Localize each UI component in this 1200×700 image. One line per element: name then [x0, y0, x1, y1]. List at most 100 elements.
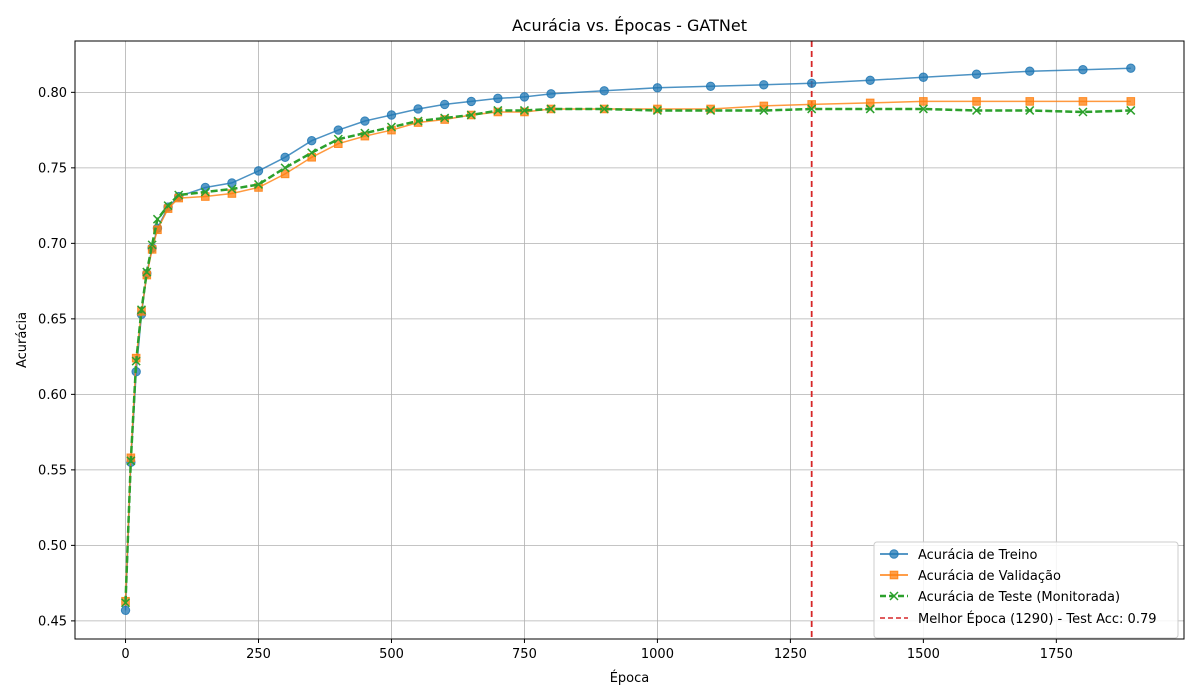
point-train [280, 152, 290, 162]
legend-item-validation: Acurácia de Validação [880, 569, 1061, 584]
point-validation [706, 104, 715, 114]
point-test [972, 105, 982, 115]
legend-train-marker [889, 549, 899, 559]
point-test [131, 356, 141, 366]
point-train [333, 125, 343, 135]
x-tick-label: 0 [121, 647, 129, 662]
point-test [126, 456, 136, 466]
point-test [227, 184, 237, 194]
point-test [413, 116, 423, 126]
point-train [306, 135, 317, 146]
series-line-test [124, 107, 1131, 603]
y-tick-label: 0.80 [38, 86, 67, 101]
point-validation [493, 107, 503, 117]
chart-title: Acurácia vs. Épocas - GATNet [512, 16, 747, 35]
point-train [439, 99, 450, 110]
point-train [652, 83, 663, 93]
point-test [174, 190, 184, 200]
ticks: 0 250 500 750 1000 1250 1500 1750 0.45 0.50 0.55 0.… [38, 86, 1073, 662]
point-train [705, 81, 716, 92]
y-tick-label: 0.45 [38, 614, 67, 629]
legend-label-test: Acurácia de Teste (Monitorada) [918, 590, 1120, 605]
point-train [1126, 63, 1136, 73]
point-train [546, 89, 556, 99]
legend-marker-test [889, 591, 899, 601]
point-validation [653, 104, 662, 114]
x-tick-label: 500 [379, 647, 404, 662]
x-tick-label: 1000 [641, 647, 674, 662]
x-tick-label: 1500 [907, 647, 940, 662]
point-train [413, 104, 423, 114]
legend-item-test: Acurácia de Teste (Monitorada) [880, 590, 1120, 605]
point-validation [1126, 97, 1136, 106]
point-test [519, 105, 529, 115]
legend: Acurácia de Treino Acurácia de Validação… [873, 541, 1179, 639]
point-test [807, 104, 817, 114]
point-test [333, 134, 343, 144]
x-axis-label: Época [610, 670, 650, 686]
point-validation [153, 225, 162, 235]
point-test [440, 113, 450, 123]
legend-marker-validation [889, 570, 899, 580]
point-train [599, 86, 609, 96]
point-test [759, 105, 769, 115]
y-tick-label: 0.50 [38, 539, 67, 554]
point-train [1078, 64, 1088, 75]
legend-marker-train [889, 549, 899, 559]
point-train [253, 166, 264, 176]
point-train [918, 72, 929, 82]
point-test [599, 104, 609, 114]
point-test [865, 104, 875, 114]
point-test [1078, 107, 1088, 117]
point-test [142, 267, 152, 277]
plot-frame [74, 40, 1185, 640]
point-test [1126, 105, 1136, 115]
point-train [519, 92, 530, 102]
point-train [759, 80, 769, 90]
point-train [360, 116, 370, 126]
point-train [120, 605, 131, 616]
legend-item-best-epoch: Melhor Época (1290) - Test Acc: 0.79 [880, 611, 1157, 627]
y-tick-label: 0.60 [38, 388, 67, 403]
point-test [280, 163, 290, 173]
point-train [466, 96, 476, 107]
legend-validation-marker [889, 570, 899, 580]
point-train [200, 182, 211, 193]
point-validation [413, 118, 423, 127]
point-train [493, 93, 503, 104]
x-tick-label: 1750 [1040, 647, 1073, 662]
point-test [200, 187, 210, 197]
point-test [120, 598, 131, 608]
y-axis-label: Acurácia [15, 312, 30, 368]
series-test [120, 104, 1136, 608]
point-validation [520, 107, 529, 117]
point-train [806, 78, 817, 88]
series-line-validation [124, 100, 1131, 602]
point-validation [919, 97, 928, 106]
y-tick-label: 0.75 [38, 161, 67, 176]
point-test [493, 105, 503, 115]
x-tick-label: 750 [512, 647, 537, 662]
point-test [147, 240, 157, 250]
y-tick-label: 0.70 [38, 237, 67, 252]
point-test [152, 214, 162, 224]
point-test [918, 104, 928, 114]
legend-label-best-epoch: Melhor Época (1290) - Test Acc: 0.79 [918, 611, 1157, 627]
point-train [386, 110, 397, 120]
x-tick-label: 1250 [774, 647, 807, 662]
point-test [706, 105, 716, 115]
y-tick-label: 0.55 [38, 463, 67, 478]
legend-label-train: Acurácia de Treino [918, 548, 1038, 563]
point-test [546, 104, 556, 114]
point-test [136, 305, 147, 315]
legend-item-train: Acurácia de Treino [880, 548, 1038, 563]
point-test [386, 122, 397, 132]
point-test [253, 179, 264, 189]
point-validation [1078, 97, 1088, 106]
point-test [163, 201, 173, 211]
legend-label-validation: Acurácia de Validação [918, 569, 1061, 584]
point-validation [972, 97, 981, 106]
point-train [227, 178, 237, 188]
point-validation [280, 169, 290, 179]
